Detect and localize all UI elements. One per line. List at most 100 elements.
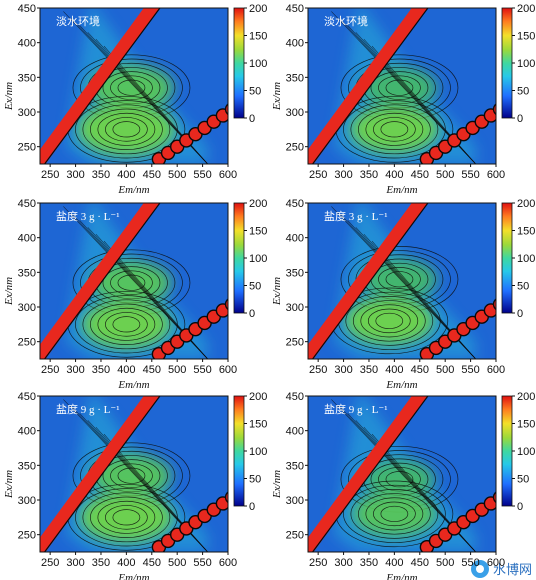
x-tick-label: 400 bbox=[385, 364, 403, 376]
colorbar-tick-label: 200 bbox=[517, 3, 535, 15]
x-tick-label: 350 bbox=[92, 364, 110, 376]
colorbar bbox=[233, 7, 245, 119]
y-axis-label: Ex/nm bbox=[3, 470, 15, 499]
contour-line bbox=[102, 266, 161, 300]
fluorescence-peak bbox=[82, 300, 171, 349]
contour-line bbox=[90, 303, 163, 345]
wechat-icon bbox=[470, 559, 489, 578]
scatter-dot bbox=[483, 496, 496, 511]
contour-line bbox=[350, 104, 439, 155]
condition-label: 淡水环境 bbox=[324, 14, 368, 28]
y-tick-label: 450 bbox=[18, 198, 36, 210]
scatter-dot bbox=[215, 303, 228, 318]
plot-area bbox=[40, 8, 228, 164]
scatter-dot bbox=[492, 298, 496, 311]
scatter-edge bbox=[43, 8, 161, 164]
eem-panel: 250 300 350 400 450 500 550 600 250 300 350 400 450 E… bbox=[268, 388, 536, 580]
second-order-scatter-band bbox=[151, 103, 228, 164]
contour-line bbox=[97, 112, 156, 146]
scatter-dot bbox=[492, 103, 496, 116]
x-axis-label: Em/nm bbox=[117, 184, 149, 195]
x-tick-label: 300 bbox=[66, 364, 84, 376]
contour-line bbox=[365, 112, 424, 146]
rayleigh-scatter-band bbox=[40, 396, 160, 552]
rayleigh-scatter-band bbox=[308, 203, 428, 359]
contour-line bbox=[350, 489, 439, 539]
scatter-edge bbox=[43, 396, 161, 552]
eem-panel: 250 300 350 400 450 500 550 600 250 300 350 400 450 E… bbox=[0, 0, 268, 195]
fluorescence-peak bbox=[352, 491, 437, 537]
plot-frame bbox=[39, 202, 229, 360]
x-tick-label: 550 bbox=[193, 364, 211, 376]
y-tick-label: 350 bbox=[18, 267, 36, 279]
x-tick-label: 600 bbox=[487, 169, 505, 181]
scatter-dot bbox=[224, 103, 228, 116]
y-tick-label: 350 bbox=[286, 460, 304, 472]
x-tick-label: 550 bbox=[193, 169, 211, 181]
fluorescence-peak bbox=[350, 105, 439, 154]
y-axis-label: Ex/nm bbox=[271, 277, 283, 306]
fluorescence-peak bbox=[91, 454, 172, 498]
y-tick-label: 300 bbox=[286, 107, 304, 119]
contour-line bbox=[373, 117, 416, 142]
contour-line bbox=[110, 463, 153, 488]
plot-frame bbox=[39, 395, 229, 553]
y-tick-label: 300 bbox=[18, 302, 36, 314]
eem-chart: 250 300 350 400 450 500 550 600250300350400450E… bbox=[3, 391, 267, 580]
rayleigh-scatter-band bbox=[308, 8, 428, 164]
x-tick-label: 250 bbox=[309, 557, 327, 569]
y-tick-label: 450 bbox=[18, 391, 36, 403]
y-tick-label: 350 bbox=[18, 72, 36, 84]
y-tick-label: 250 bbox=[18, 142, 36, 154]
contour-line bbox=[105, 312, 148, 337]
x-tick-label: 350 bbox=[360, 557, 378, 569]
contour-line bbox=[112, 509, 141, 526]
x-tick-label: 350 bbox=[92, 169, 110, 181]
y-tick-label: 450 bbox=[286, 198, 304, 210]
condition-label: 盐度 3 g · L⁻¹ bbox=[324, 209, 388, 223]
fluorescence-peak bbox=[77, 102, 175, 156]
colorbar-tick-label: 100 bbox=[517, 253, 535, 265]
y-tick-label: 250 bbox=[286, 337, 304, 349]
x-tick-label: 450 bbox=[411, 557, 429, 569]
contour-line bbox=[352, 300, 426, 342]
second-order-scatter-band bbox=[419, 491, 496, 552]
colorbar-tick-label: 50 bbox=[249, 281, 261, 293]
eem-panel: 250 300 350 400 450 500 550 600 250 300 350 400 450 E… bbox=[268, 195, 536, 390]
y-tick-label: 350 bbox=[286, 72, 304, 84]
scatter-edge bbox=[43, 203, 161, 359]
plot-frame bbox=[307, 202, 497, 360]
colorbar bbox=[501, 202, 513, 314]
x-tick-label: 550 bbox=[193, 557, 211, 569]
contour-line bbox=[82, 104, 171, 155]
y-tick-label: 250 bbox=[18, 337, 36, 349]
x-tick-label: 400 bbox=[385, 169, 403, 181]
x-tick-label: 450 bbox=[411, 364, 429, 376]
contour-line bbox=[373, 501, 416, 527]
y-axis-label: Ex/nm bbox=[271, 470, 283, 499]
colorbar-tick-label: 200 bbox=[517, 198, 535, 210]
eem-chart: 250 300 350 400 450 500 550 600250300350400450E… bbox=[271, 198, 535, 390]
plot-area bbox=[40, 396, 228, 552]
plot-frame bbox=[307, 7, 497, 165]
y-tick-label: 450 bbox=[18, 3, 36, 15]
condition-label: 盐度 3 g · L⁻¹ bbox=[56, 209, 120, 223]
watermark-text: 水博网 bbox=[492, 563, 532, 578]
x-tick-label: 600 bbox=[219, 364, 237, 376]
rayleigh-scatter-band bbox=[40, 8, 160, 164]
contour-line bbox=[370, 71, 429, 105]
second-order-scatter-band bbox=[419, 103, 496, 164]
second-order-scatter-band bbox=[419, 298, 496, 359]
x-tick-label: 300 bbox=[334, 364, 352, 376]
y-tick-label: 250 bbox=[18, 530, 36, 542]
colorbar-tick-label: 0 bbox=[517, 113, 523, 125]
x-tick-label: 350 bbox=[360, 364, 378, 376]
x-tick-label: 300 bbox=[66, 557, 84, 569]
colorbar-tick-label: 150 bbox=[249, 31, 267, 43]
plot-area bbox=[308, 8, 496, 164]
watermark: 水博网 bbox=[470, 559, 532, 578]
colorbar-tick-label: 100 bbox=[249, 58, 267, 70]
colorbar-tick-label: 100 bbox=[517, 58, 535, 70]
contour-line bbox=[367, 308, 411, 334]
x-tick-label: 450 bbox=[143, 364, 161, 376]
